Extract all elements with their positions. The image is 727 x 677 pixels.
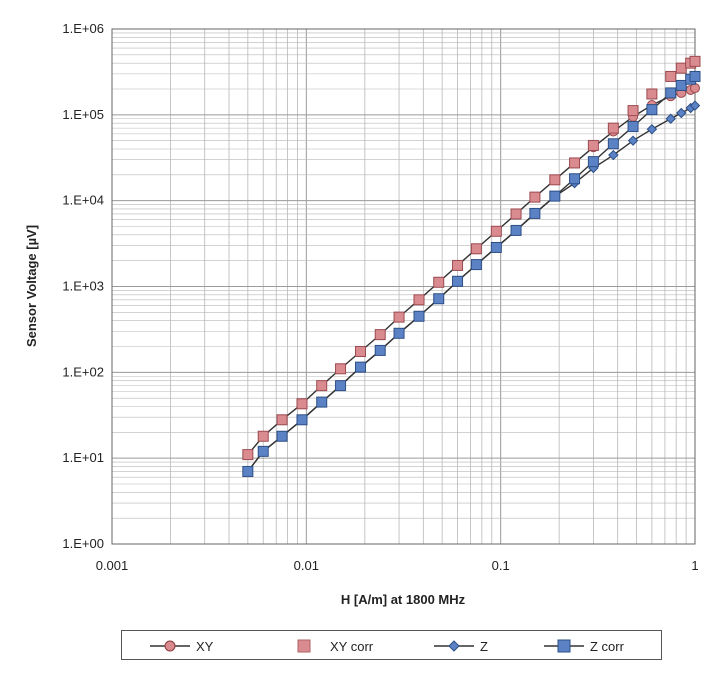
data-point <box>549 190 561 202</box>
data-point <box>490 241 502 253</box>
data-point <box>335 363 347 375</box>
x-tick-label: 0.01 <box>294 558 319 573</box>
x-tick-label: 1 <box>691 558 698 573</box>
data-point <box>569 173 581 185</box>
data-point <box>627 105 639 117</box>
data-point <box>355 345 367 357</box>
data-point <box>675 62 687 74</box>
data-point <box>608 149 619 161</box>
legend-marker-xy-corr <box>297 639 311 653</box>
x-tick-labels: 0.001 0.01 0.1 1 <box>96 558 699 573</box>
series-z-corr <box>242 70 701 477</box>
data-point <box>393 327 405 339</box>
data-point <box>433 276 445 288</box>
data-point <box>665 87 677 99</box>
data-point <box>529 191 541 203</box>
data-point <box>374 329 386 341</box>
data-point <box>257 445 269 457</box>
data-point <box>529 207 541 219</box>
data-point <box>646 104 658 116</box>
series-z <box>242 100 701 477</box>
data-point <box>470 259 482 271</box>
data-point <box>569 157 581 169</box>
data-point <box>413 294 425 306</box>
data-point <box>433 293 445 305</box>
y-tick-label: 1.E+01 <box>62 450 104 465</box>
data-point <box>676 107 687 119</box>
series-xy-corr <box>242 55 701 461</box>
series-line <box>247 75 696 472</box>
data-point <box>316 396 328 408</box>
data-point <box>587 139 599 151</box>
data-point <box>316 380 328 392</box>
x-tick-label: 0.1 <box>492 558 510 573</box>
data-point <box>257 430 269 442</box>
legend-label-xy: XY <box>196 638 214 654</box>
data-point <box>413 310 425 322</box>
series-line <box>247 105 696 472</box>
data-point <box>510 224 522 236</box>
data-point <box>689 55 701 67</box>
data-point <box>689 100 701 111</box>
data-point <box>607 122 619 134</box>
legend-label-xy-corr: XY corr <box>330 638 374 654</box>
data-point <box>276 414 288 426</box>
y-tick-label: 1.E+03 <box>62 279 104 294</box>
data-point <box>549 174 561 186</box>
y-tick-label: 1.E+02 <box>62 364 104 379</box>
data-point <box>335 380 347 392</box>
series-line <box>247 87 696 456</box>
data-point <box>452 275 464 287</box>
data-point <box>393 311 405 323</box>
legend-marker-xy <box>150 640 190 652</box>
series-layer <box>242 55 701 477</box>
data-point <box>675 79 687 91</box>
x-tick-label: 0.001 <box>96 558 129 573</box>
data-point <box>276 430 288 442</box>
legend-item-z-corr: Z corr <box>542 637 624 655</box>
y-tick-label: 1.E+05 <box>62 107 104 122</box>
legend-item-xy: XY <box>148 637 213 655</box>
x-axis-title: H [A/m] at 1800 MHz <box>341 592 466 607</box>
legend-marker-z-corr <box>544 639 584 653</box>
data-point <box>690 83 700 94</box>
y-tick-label: 1.E+06 <box>62 21 104 36</box>
legend-item-z: Z <box>432 637 488 655</box>
y-axis-title: Sensor Voltage [µV] <box>24 225 39 347</box>
data-point <box>665 113 676 124</box>
legend-item-xy-corr: XY corr <box>282 637 373 655</box>
data-point <box>646 124 658 135</box>
data-point <box>374 344 386 356</box>
data-point <box>242 449 254 461</box>
data-point <box>587 156 599 168</box>
data-point <box>510 208 522 220</box>
legend-marker-z <box>434 640 474 652</box>
data-point <box>242 465 254 477</box>
data-point <box>646 88 658 100</box>
data-point <box>470 243 482 255</box>
y-tick-label: 1.E+00 <box>62 536 104 551</box>
data-point <box>607 138 619 150</box>
data-point <box>627 121 639 133</box>
data-point <box>296 414 308 426</box>
data-point <box>689 70 701 82</box>
legend-label-z-corr: Z corr <box>590 638 624 654</box>
data-point <box>296 398 308 410</box>
y-tick-labels: 1.E+00 1.E+01 1.E+02 1.E+03 1.E+04 1.E+05 1.E+… <box>62 21 104 551</box>
data-point <box>490 225 502 237</box>
data-point <box>452 259 464 271</box>
y-tick-label: 1.E+04 <box>62 193 104 208</box>
data-point <box>355 361 367 373</box>
legend: XY XY corr Z Z corr <box>121 630 662 660</box>
legend-label-z: Z <box>480 638 488 654</box>
plot-area-border <box>111 28 696 545</box>
data-point <box>665 70 677 82</box>
grid <box>111 29 695 545</box>
data-point <box>627 135 639 146</box>
